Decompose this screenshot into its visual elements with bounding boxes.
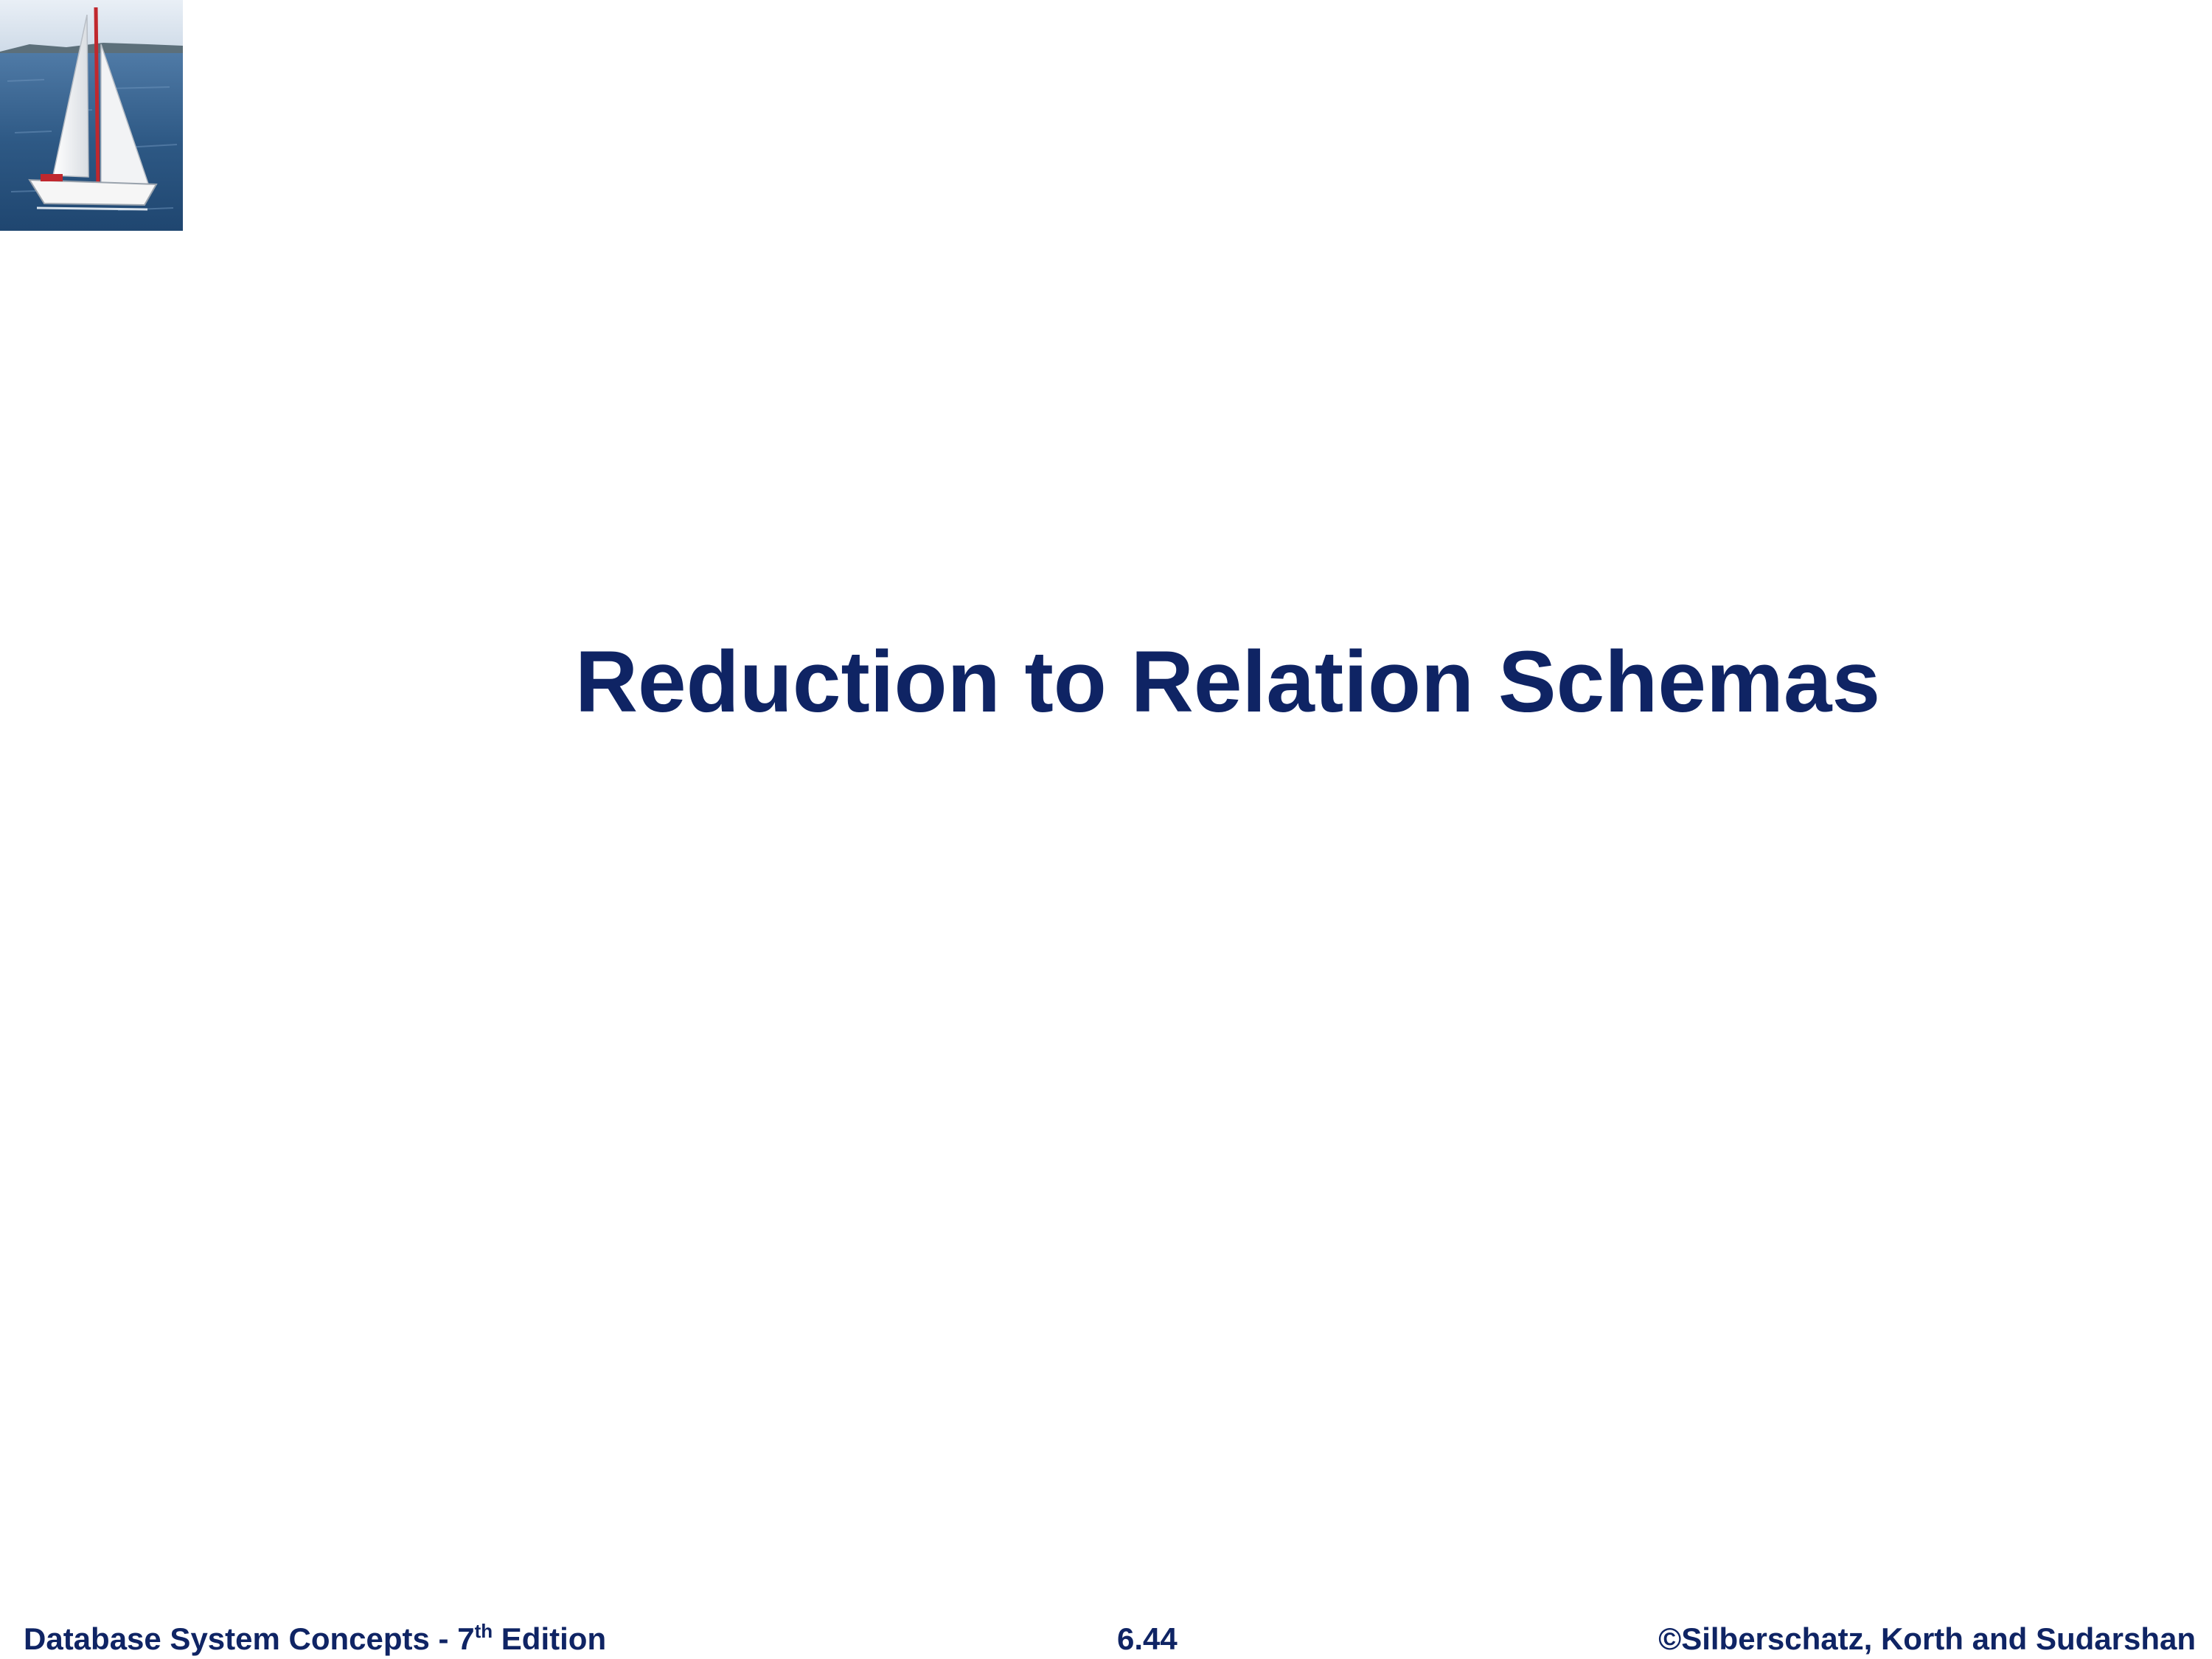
footer-book-suffix: Edition (493, 1621, 607, 1656)
footer-book-superscript: th (474, 1620, 493, 1642)
footer-page-number: 6.44 (1117, 1621, 1178, 1656)
footer-copyright: ©Silberschatz, Korth and Sudarshan (1658, 1621, 2196, 1656)
sailboat-logo-icon (0, 0, 183, 231)
slide-title: Reduction to Relation Schemas (574, 633, 1881, 731)
footer-book-title: Database System Concepts - 7th Edition (24, 1620, 607, 1656)
footer-book-prefix: Database System Concepts - 7 (24, 1621, 475, 1656)
